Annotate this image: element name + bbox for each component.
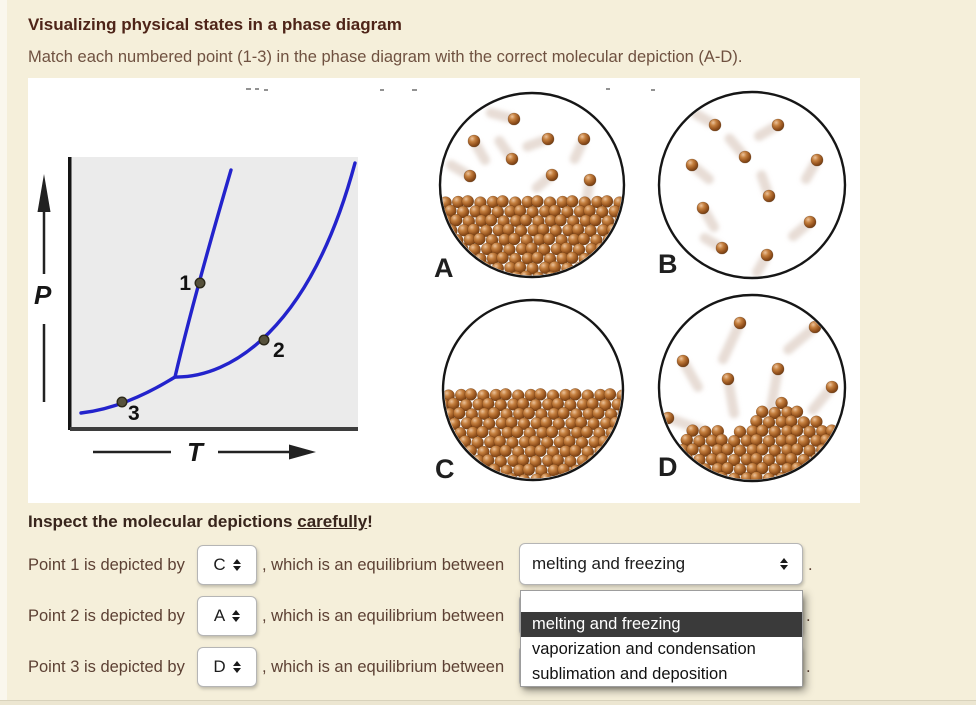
point-2-prefix-text: Point 2 is depicted by xyxy=(28,607,185,625)
vessel-B-label: B xyxy=(658,249,678,279)
dropdown-option-sublimation-deposition[interactable]: sublimation and deposition xyxy=(532,665,728,683)
point-3-letter-select[interactable]: D xyxy=(197,647,257,687)
plot-area xyxy=(70,157,358,430)
select-arrows-icon xyxy=(232,660,241,674)
select-arrows-icon xyxy=(232,558,241,572)
diagram-point-label-2: 2 xyxy=(273,339,285,362)
left-edge-strip xyxy=(0,0,7,705)
x-axis-line xyxy=(70,427,358,431)
instruction-text: Match each numbered point (1-3) in the p… xyxy=(28,48,743,66)
point-1-equilibrium-value: melting and freezing xyxy=(532,554,686,573)
temperature-axis-arrow-icon: T xyxy=(93,437,316,467)
vessel-B: B xyxy=(656,90,847,282)
dropdown-option-blank[interactable] xyxy=(521,591,802,612)
vessel-C-label: C xyxy=(435,454,455,484)
point-3-middle-text: , which is an equilibrium between xyxy=(262,658,505,676)
point-3-suffix-text: . xyxy=(806,658,811,676)
point-1-letter-value: C xyxy=(213,555,226,574)
point-1-prefix-text: Point 1 is depicted by xyxy=(28,556,185,574)
point-1-letter-select[interactable]: C xyxy=(197,545,257,585)
vaporization-curve xyxy=(173,161,357,379)
vessel-D: D xyxy=(656,293,847,485)
point-3-prefix-text: Point 3 is depicted by xyxy=(28,658,185,676)
molecule-layer xyxy=(685,109,824,277)
molecular-depictions: A B C D xyxy=(432,90,847,487)
equilibrium-dropdown-menu: melting and freezing vaporization and co… xyxy=(520,590,803,687)
dropdown-option-vaporization-condensation[interactable]: vaporization and condensation xyxy=(532,640,756,658)
point-1-suffix-text: . xyxy=(808,556,813,574)
diagram-point-2 xyxy=(258,334,270,346)
inspect-note: Inspect the molecular depictions careful… xyxy=(28,512,373,532)
point-1-equilibrium-select[interactable]: melting and freezing xyxy=(519,543,803,585)
point-2-middle-text: , which is an equilibrium between xyxy=(262,607,505,625)
vessel-A: A xyxy=(432,91,626,286)
inspect-note-emphasis: carefully xyxy=(297,512,368,531)
vessel-C: C xyxy=(433,298,625,487)
cropped-image-marks xyxy=(246,88,655,91)
inspect-note-prefix: Inspect the molecular depictions xyxy=(28,512,298,531)
figure-panel: P T 1 2 3 xyxy=(28,78,860,503)
vessel-D-label: D xyxy=(658,452,678,482)
y-axis-line xyxy=(68,157,72,430)
point-2-letter-select[interactable]: A xyxy=(197,596,257,636)
x-axis-label: T xyxy=(187,437,205,467)
diagram-point-label-1: 1 xyxy=(179,272,191,295)
dropdown-option-melting-freezing[interactable]: melting and freezing xyxy=(521,612,802,637)
inspect-note-suffix: ! xyxy=(367,512,373,531)
page-title: Visualizing physical states in a phase d… xyxy=(28,15,402,34)
point-3-letter-value: D xyxy=(213,657,226,676)
select-arrows-icon xyxy=(780,557,788,571)
bottom-edge-strip xyxy=(0,700,976,705)
select-arrows-icon xyxy=(232,609,241,623)
diagram-point-3 xyxy=(116,396,128,408)
phase-diagram-figure: P T 1 2 3 xyxy=(34,88,847,487)
diagram-points: 1 2 3 xyxy=(116,272,285,425)
vessel-A-label: A xyxy=(434,253,454,283)
phase-diagram: P T 1 2 3 xyxy=(34,157,358,467)
pressure-axis-arrow-icon: P xyxy=(34,174,52,402)
vessel-B-glass xyxy=(657,90,847,280)
point-2-letter-value: A xyxy=(213,606,226,625)
diagram-point-1 xyxy=(194,277,206,289)
point-1-middle-text: , which is an equilibrium between xyxy=(262,556,505,574)
diagram-point-label-3: 3 xyxy=(128,402,140,425)
point-2-suffix-text: . xyxy=(806,607,811,625)
y-axis-label: P xyxy=(34,280,52,310)
molecule-layer xyxy=(444,388,622,479)
